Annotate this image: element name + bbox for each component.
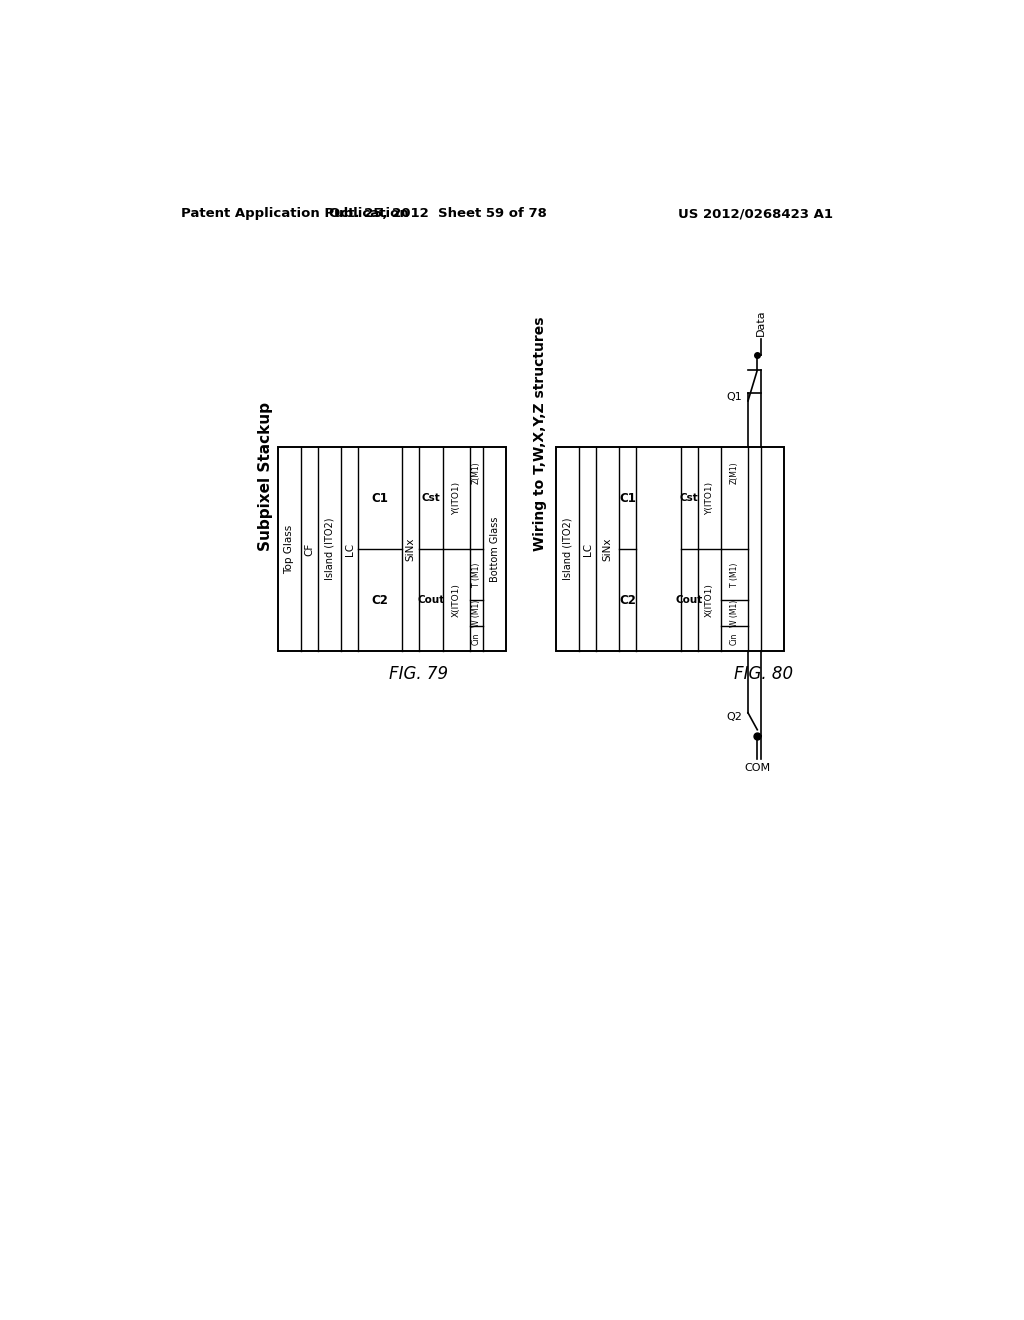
Text: C2: C2	[372, 594, 389, 607]
Text: Cout: Cout	[676, 595, 702, 605]
Text: T (M1): T (M1)	[730, 562, 739, 587]
Text: SiNx: SiNx	[603, 537, 612, 561]
Text: Z(M1): Z(M1)	[730, 462, 739, 484]
Text: CF: CF	[304, 543, 314, 556]
Text: COM: COM	[744, 763, 770, 772]
Text: LC: LC	[345, 543, 354, 556]
Text: C2: C2	[620, 594, 636, 607]
Text: C1: C1	[620, 491, 636, 504]
Text: Cst: Cst	[680, 494, 698, 503]
Text: SiNx: SiNx	[406, 537, 416, 561]
Text: Cin: Cin	[472, 632, 481, 644]
Text: US 2012/0268423 A1: US 2012/0268423 A1	[678, 207, 834, 220]
Text: Bottom Glass: Bottom Glass	[489, 516, 500, 582]
Text: Q2: Q2	[726, 711, 741, 722]
Text: Y(ITO1): Y(ITO1)	[452, 482, 461, 515]
Text: FIG. 79: FIG. 79	[389, 665, 449, 684]
Text: W (M1): W (M1)	[472, 599, 481, 627]
Text: Q1: Q1	[726, 392, 741, 403]
Text: Top Glass: Top Glass	[285, 524, 294, 574]
Text: Subpixel Stackup: Subpixel Stackup	[258, 403, 273, 552]
Text: Wiring to T,W,X,Y,Z structures: Wiring to T,W,X,Y,Z structures	[532, 317, 547, 552]
Text: Island (ITO2): Island (ITO2)	[562, 517, 572, 581]
Text: FIG. 80: FIG. 80	[734, 665, 793, 684]
Text: X(ITO1): X(ITO1)	[705, 583, 714, 618]
Text: LC: LC	[583, 543, 593, 556]
Text: X(ITO1): X(ITO1)	[452, 583, 461, 618]
Text: W (M1): W (M1)	[730, 599, 739, 627]
Text: Oct. 25, 2012  Sheet 59 of 78: Oct. 25, 2012 Sheet 59 of 78	[329, 207, 547, 220]
Text: Data: Data	[756, 309, 766, 335]
Text: Cin: Cin	[730, 632, 739, 644]
Text: C1: C1	[372, 491, 389, 504]
Text: Cout: Cout	[418, 595, 444, 605]
Bar	[556, 447, 784, 651]
Text: Cst: Cst	[422, 494, 440, 503]
Text: Island (ITO2): Island (ITO2)	[325, 517, 335, 581]
Bar	[278, 447, 506, 651]
Text: Patent Application Publication: Patent Application Publication	[180, 207, 409, 220]
Text: Z(M1): Z(M1)	[472, 462, 481, 484]
Text: T (M1): T (M1)	[472, 562, 481, 587]
Text: Y(ITO1): Y(ITO1)	[705, 482, 714, 515]
